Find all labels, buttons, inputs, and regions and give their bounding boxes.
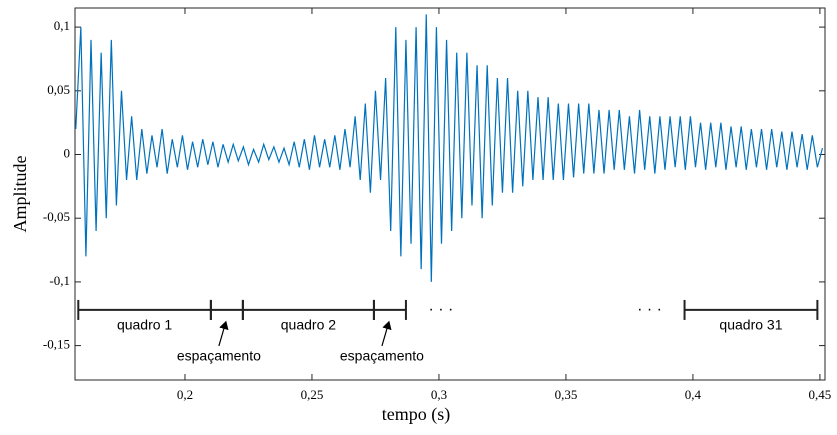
spacing-arrow: [218, 320, 229, 347]
frame-label: quadro 1: [117, 317, 172, 333]
x-tick-label: 0,2: [177, 387, 193, 402]
frame-label: quadro 2: [281, 317, 336, 333]
y-tick-label: 0,1: [54, 18, 70, 33]
x-tick-label: 0,3: [431, 387, 447, 402]
y-tick-label: -0,1: [49, 273, 70, 288]
y-tick-label: 0,05: [47, 82, 70, 97]
x-tick-label: 0,4: [685, 387, 702, 402]
spacing-arrow: [381, 320, 392, 347]
spacing-label: espaçamento: [177, 348, 261, 364]
y-tick-label: 0: [64, 145, 71, 160]
y-tick-label: -0,05: [43, 209, 70, 224]
waveform: [75, 14, 824, 282]
x-axis-label: tempo (s): [382, 404, 450, 425]
plot-frame: [74, 7, 826, 381]
y-axis-label: Amplitude: [10, 155, 30, 232]
x-tick-label: 0,35: [555, 387, 578, 402]
ellipsis: · · ·: [637, 301, 662, 318]
frame-label: quadro 31: [719, 317, 782, 333]
ellipsis: · · ·: [428, 301, 453, 318]
x-tick-label: 0,45: [809, 387, 832, 402]
spacing-label: espaçamento: [340, 348, 424, 364]
x-tick-label: 0,25: [301, 387, 324, 402]
y-tick-label: -0,15: [43, 337, 70, 352]
